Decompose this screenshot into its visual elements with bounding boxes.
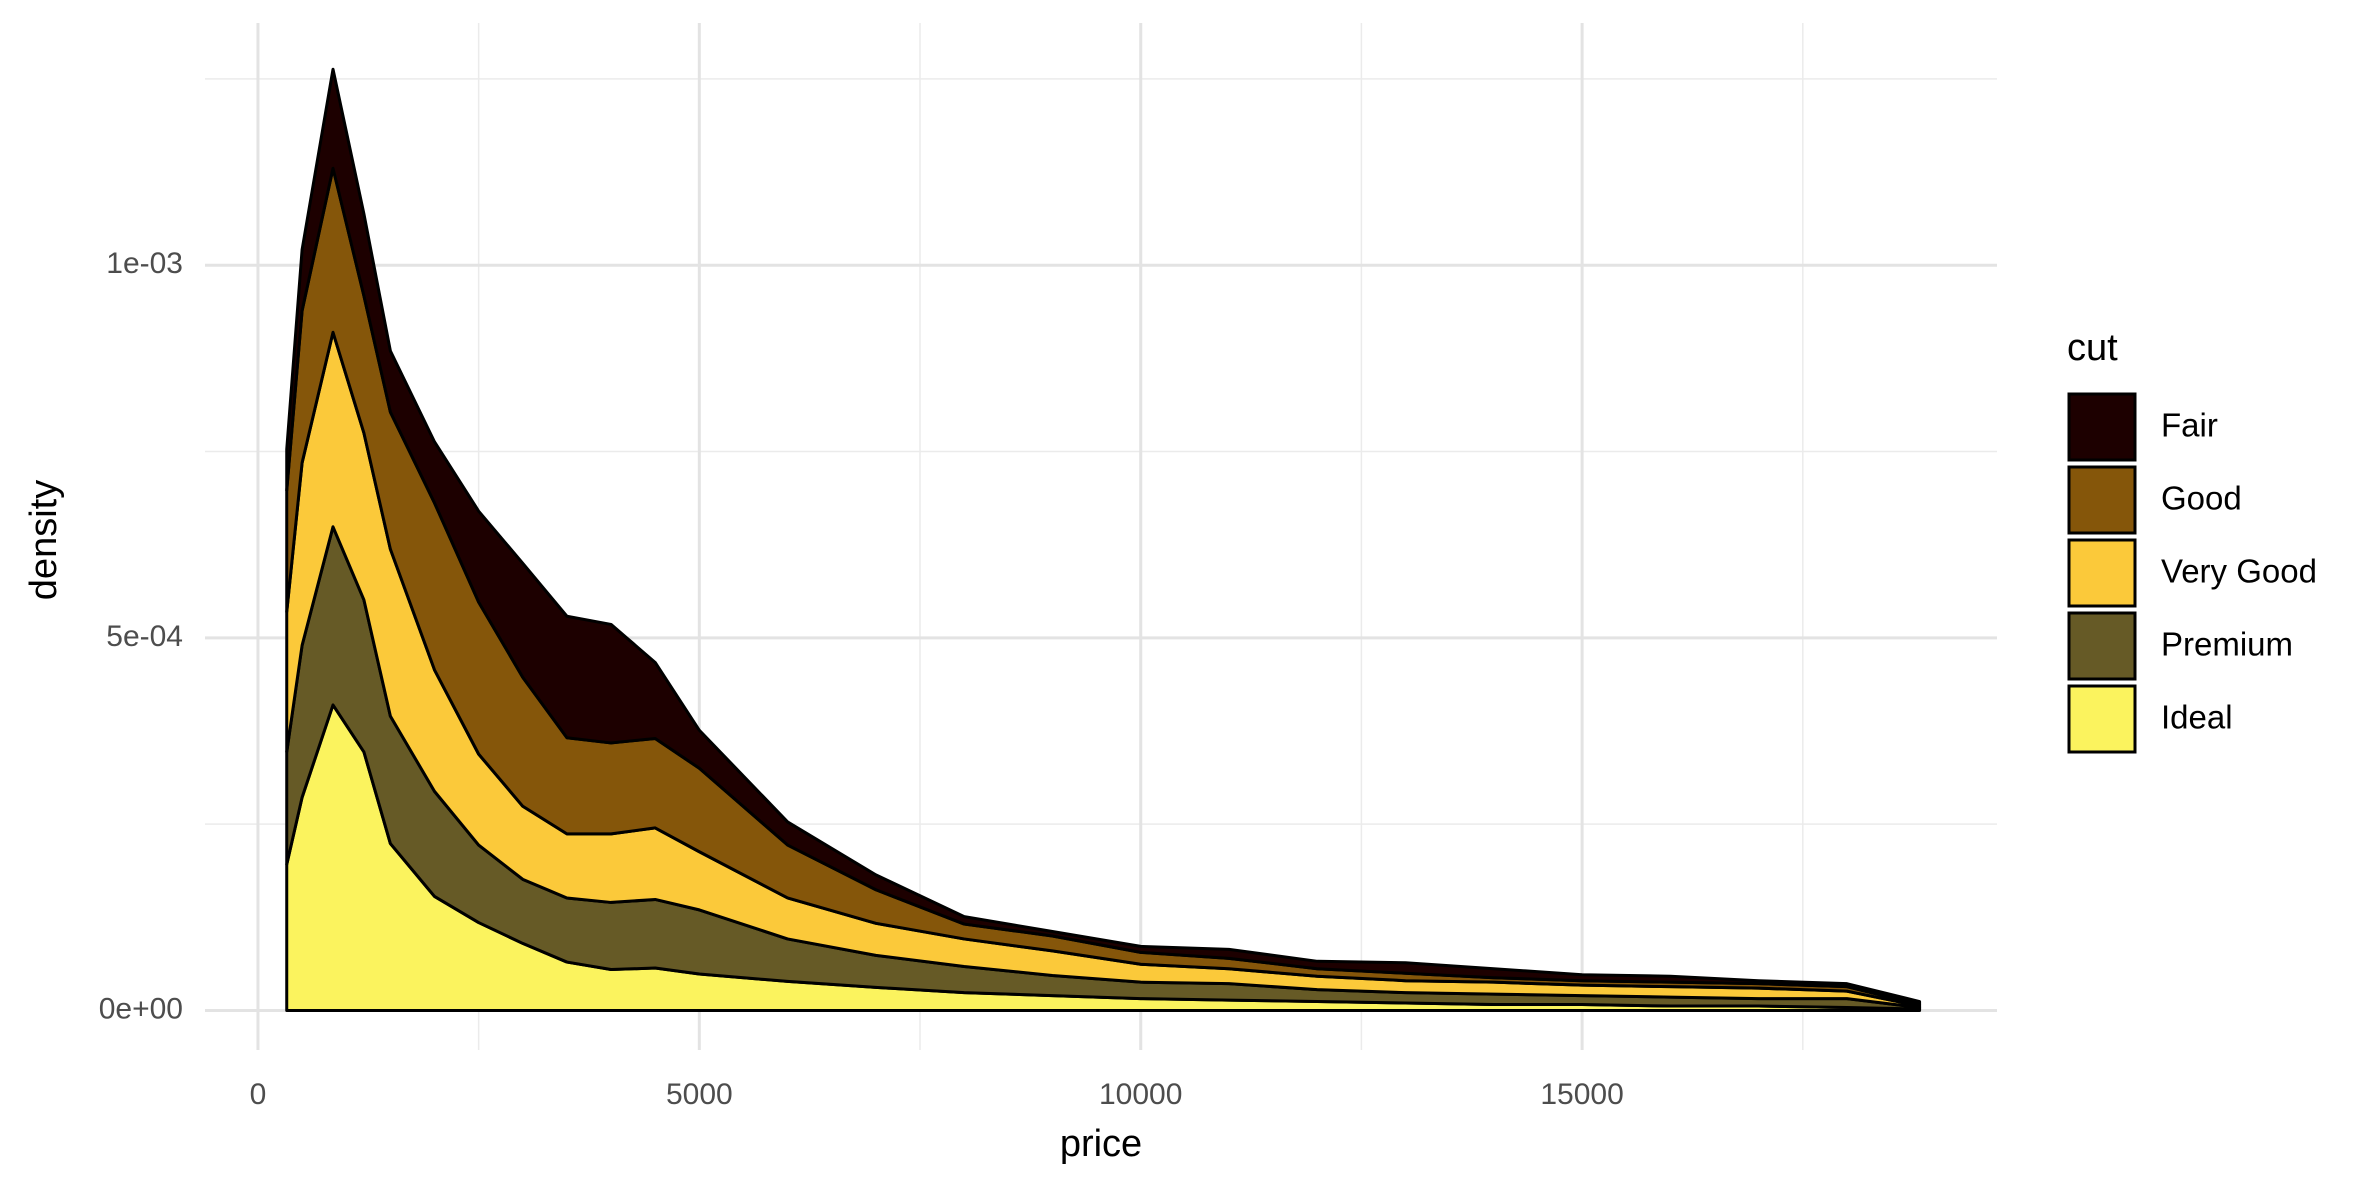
density-area [285, 67, 1922, 1007]
legend-key [2067, 392, 2137, 462]
legend-title: cut [2067, 327, 2118, 369]
y-tick-label: 5e-04 [106, 620, 183, 653]
legend-label: Very Good [2161, 553, 2317, 590]
legend-label: Premium [2161, 626, 2293, 663]
x-tick-label: 10000 [1099, 1078, 1182, 1111]
y-tick-label: 1e-03 [106, 247, 183, 280]
x-axis-title: price [1060, 1123, 1142, 1165]
x-tick-label: 15000 [1540, 1078, 1623, 1111]
x-tick-label: 5000 [666, 1078, 733, 1111]
legend-label: Good [2161, 480, 2242, 517]
x-tick-label: 0 [250, 1078, 267, 1111]
legend-key [2067, 538, 2137, 608]
legend-key [2067, 465, 2137, 535]
legend-key [2067, 611, 2137, 681]
y-tick-label: 0e+00 [99, 992, 183, 1025]
legend-key [2067, 684, 2137, 754]
legend-label: Ideal [2161, 699, 2233, 736]
y-axis-title: density [23, 480, 65, 600]
legend-label: Fair [2161, 407, 2218, 444]
